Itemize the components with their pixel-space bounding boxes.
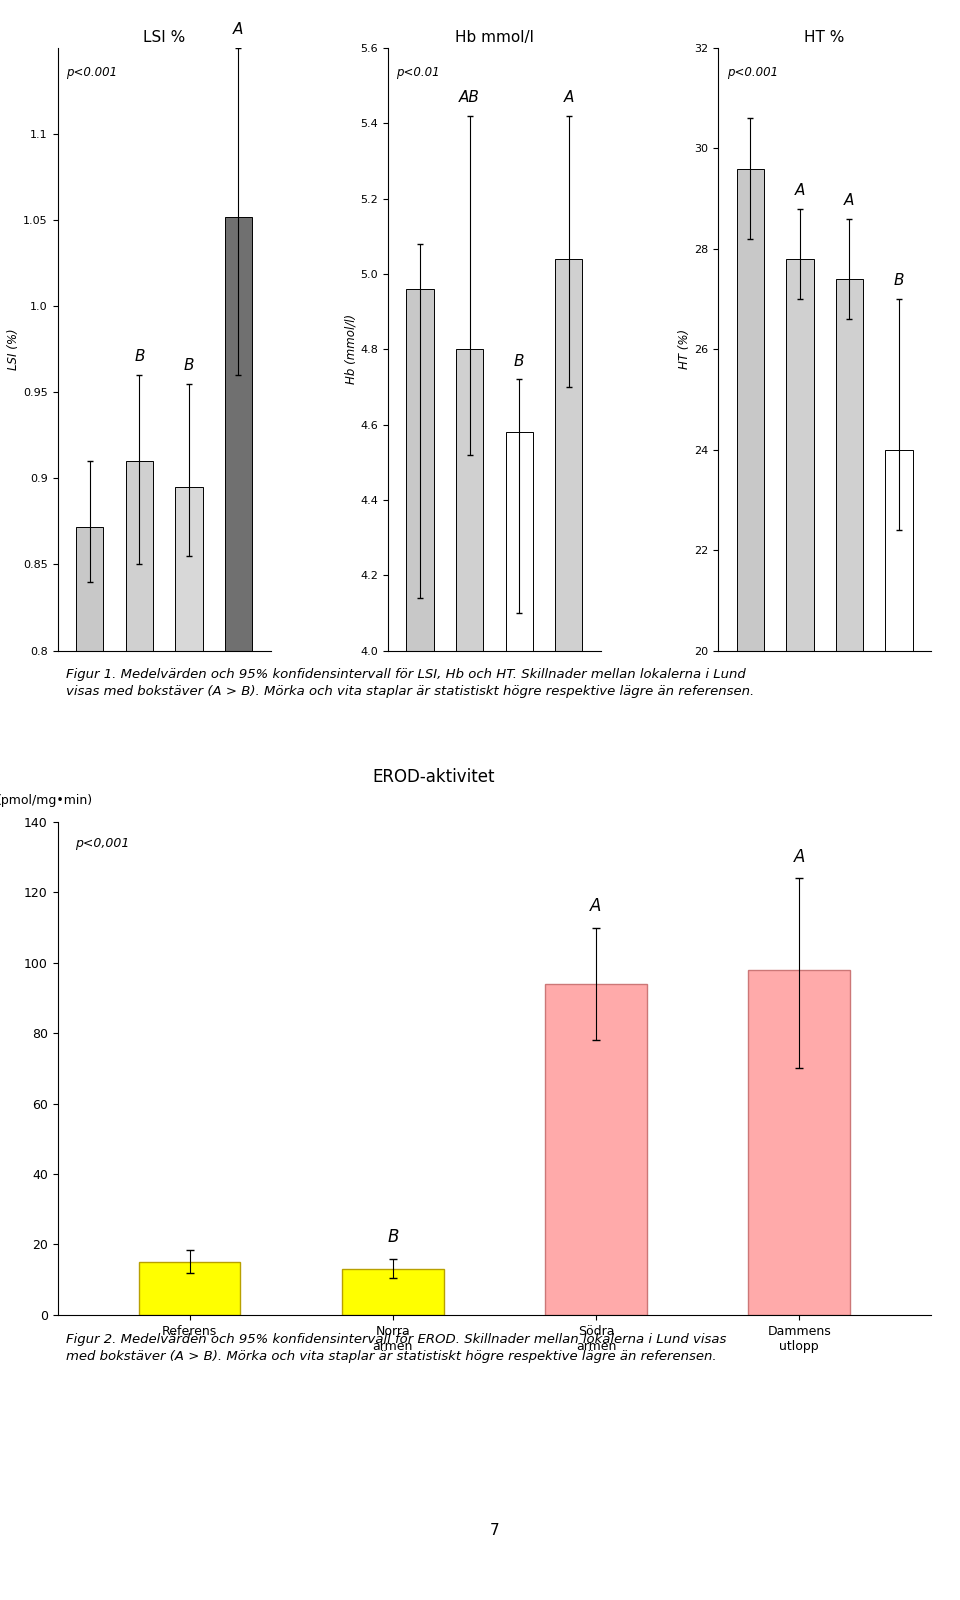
Bar <box>736 168 764 651</box>
Bar <box>176 486 203 651</box>
Y-axis label: LSI (%): LSI (%) <box>8 328 20 370</box>
Title: LSI %: LSI % <box>143 30 185 45</box>
Text: B: B <box>387 1229 398 1246</box>
Text: (pmol/mg•min): (pmol/mg•min) <box>0 794 92 806</box>
Text: A: A <box>794 848 804 866</box>
Text: A: A <box>795 182 805 198</box>
Bar <box>749 970 850 1315</box>
Title: Hb mmol/l: Hb mmol/l <box>455 30 534 45</box>
Text: A: A <box>590 898 602 915</box>
Text: p<0.001: p<0.001 <box>727 66 778 78</box>
Bar <box>555 259 583 651</box>
Text: AB: AB <box>459 90 480 106</box>
Text: B: B <box>183 358 194 373</box>
Bar <box>506 432 533 651</box>
Bar <box>342 1269 444 1315</box>
Bar <box>885 450 913 651</box>
Text: A: A <box>564 90 574 106</box>
Bar <box>456 349 483 651</box>
Text: B: B <box>134 349 145 365</box>
Text: B: B <box>894 274 904 288</box>
Y-axis label: Hb (mmol/l): Hb (mmol/l) <box>345 314 357 384</box>
Text: B: B <box>514 354 524 368</box>
Text: p<0,001: p<0,001 <box>75 837 130 850</box>
Bar <box>76 526 104 651</box>
Bar <box>406 290 434 651</box>
Bar <box>545 984 647 1315</box>
Text: Figur 2. Medelvärden och 95% konfidensintervall för EROD. Skillnader mellan loka: Figur 2. Medelvärden och 95% konfidensin… <box>66 1333 727 1363</box>
Text: Figur 1. Medelvärden och 95% konfidensintervall för LSI, Hb och HT. Skillnader m: Figur 1. Medelvärden och 95% konfidensin… <box>66 667 755 698</box>
Text: A: A <box>844 194 854 208</box>
Text: 7: 7 <box>490 1523 499 1538</box>
Text: p<0.01: p<0.01 <box>396 66 440 78</box>
Text: EROD-aktivitet: EROD-aktivitet <box>372 768 494 786</box>
Bar <box>126 461 153 651</box>
Bar <box>786 259 813 651</box>
Bar <box>836 278 863 651</box>
Bar <box>225 216 252 651</box>
Bar <box>139 1262 240 1315</box>
Text: A: A <box>233 22 244 37</box>
Text: p<0.001: p<0.001 <box>66 66 117 78</box>
Title: HT %: HT % <box>804 30 845 45</box>
Y-axis label: HT (%): HT (%) <box>679 330 691 370</box>
